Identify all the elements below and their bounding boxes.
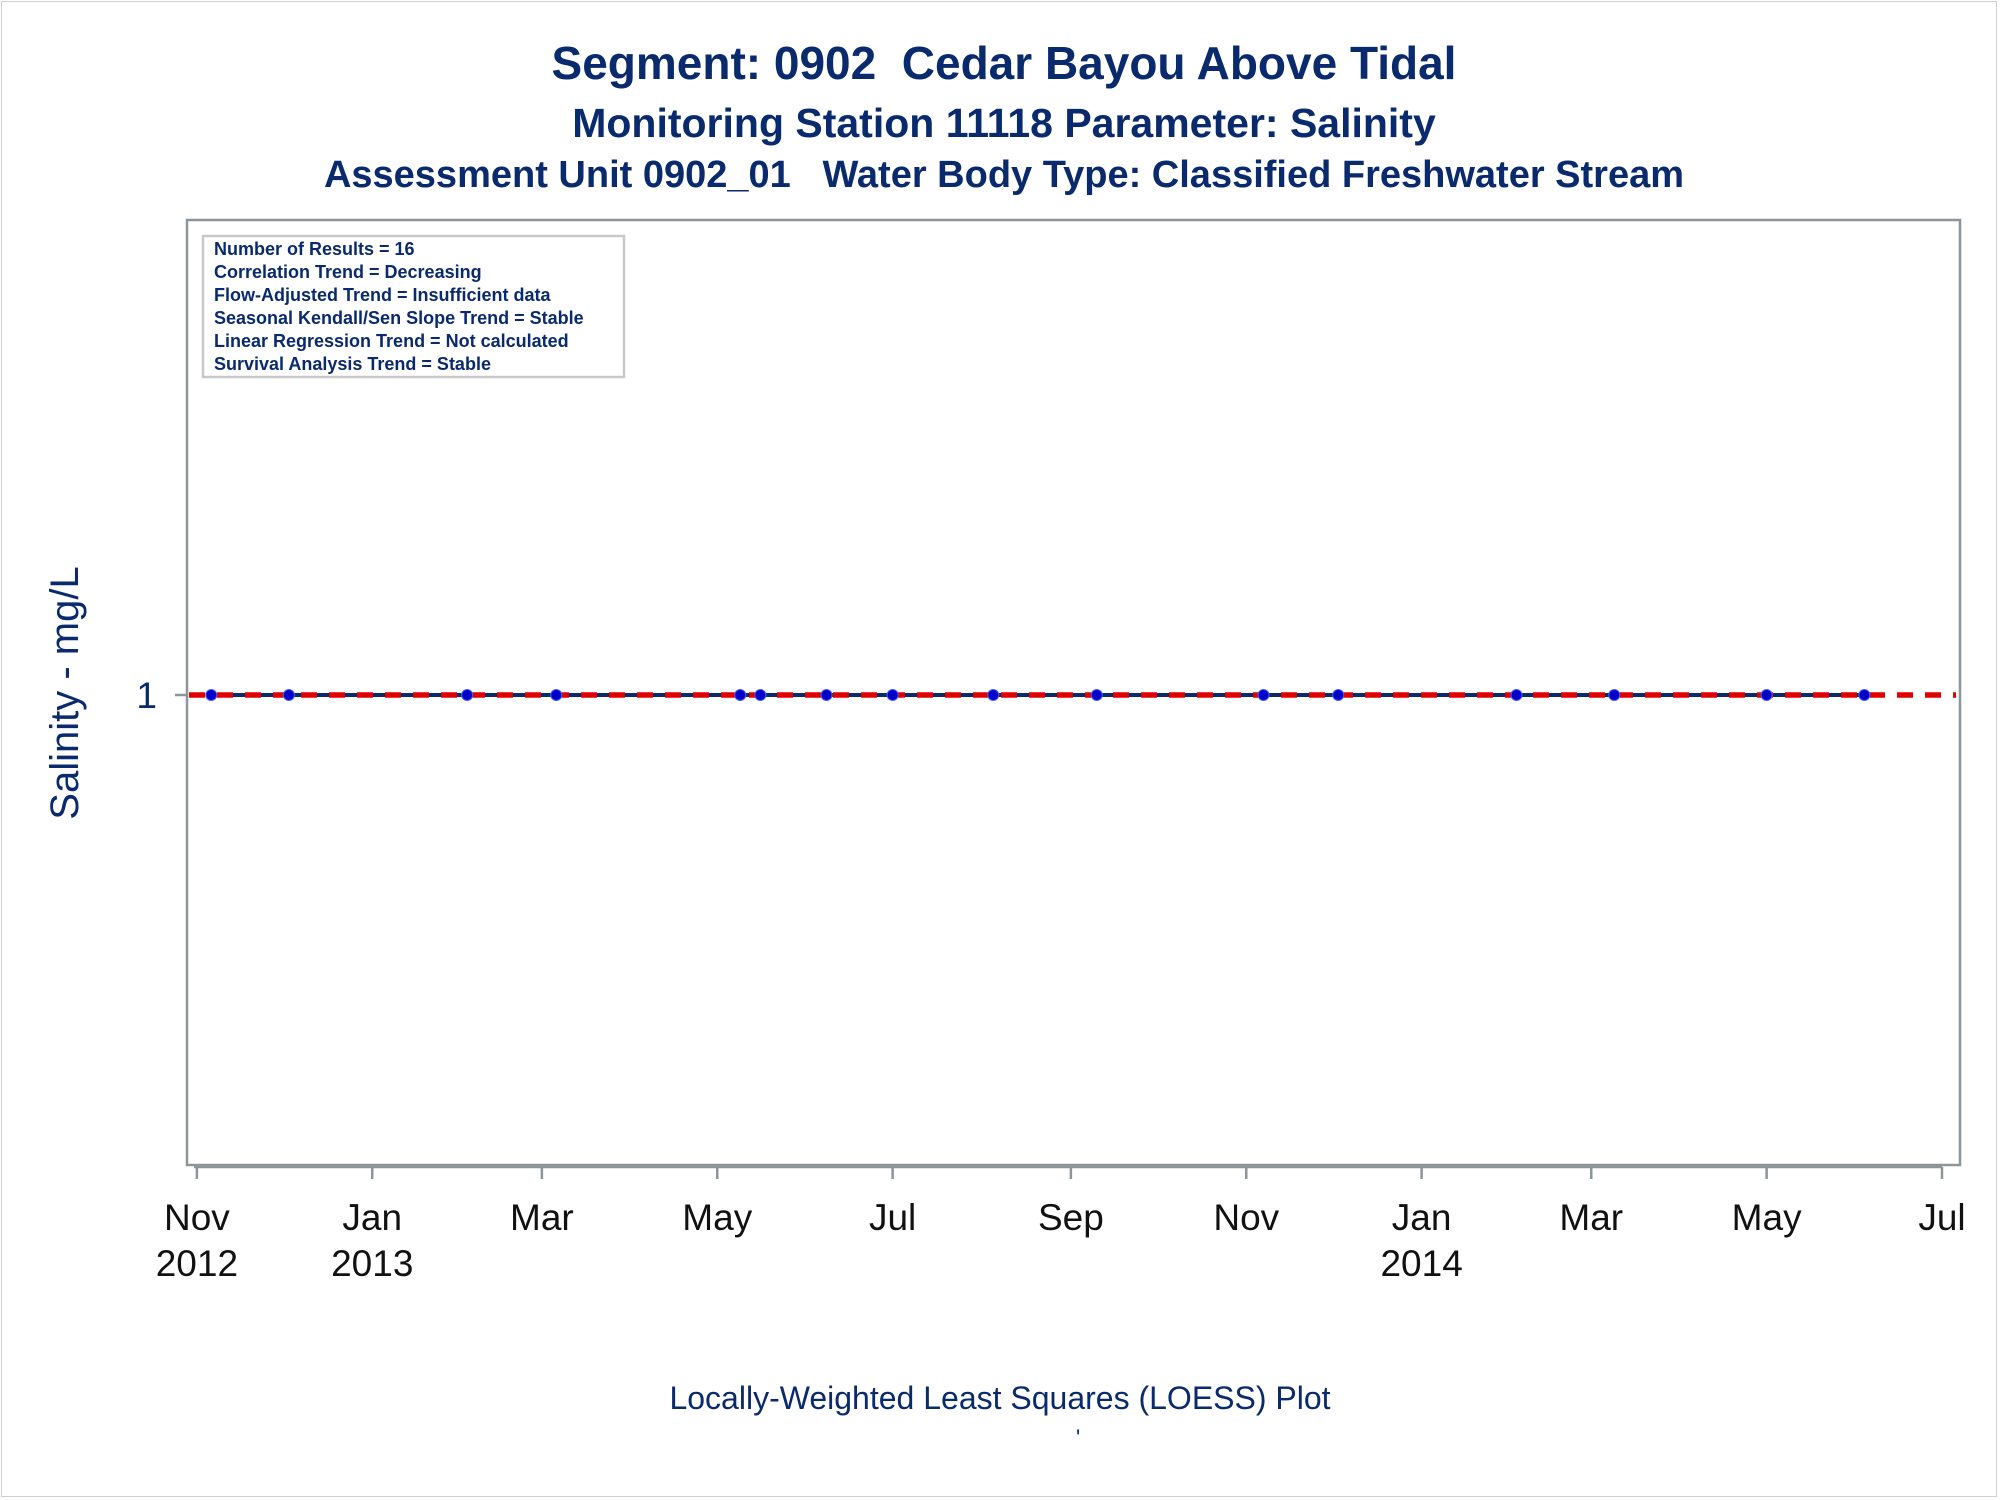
data-point [1858, 689, 1871, 701]
chart-subtitle-secondary: Assessment Unit 0902_01 Water Body Type:… [323, 154, 1685, 196]
legend-entry: Flow-Adjusted Trend = Insufficient data [214, 285, 552, 305]
data-point [1510, 689, 1523, 701]
data-point [820, 689, 833, 701]
legend-entry: Number of Results = 16 [214, 239, 415, 259]
x-tick-label: Nov [164, 1197, 230, 1238]
plot-area [185, 218, 1962, 1167]
legend-box [201, 234, 626, 379]
data-point [1090, 689, 1103, 701]
data-point [282, 689, 295, 701]
chart-subtitle: Monitoring Station 11118 Parameter: Sali… [572, 100, 1436, 146]
data-point [886, 689, 899, 701]
legend-entry: Linear Regression Trend = Not calculated [214, 331, 569, 351]
y-tick-label: 1 [136, 675, 157, 716]
x-tick-label: Jul [869, 1197, 916, 1238]
footnote-mark: ' [1076, 1425, 1081, 1450]
legend-entry: Correlation Trend = Decreasing [214, 262, 482, 282]
y-axis-label: Salinity - mg/L [43, 566, 87, 819]
chart-title: Segment: 0902 Cedar Bayou Above Tidal [551, 37, 1457, 89]
data-point [1760, 689, 1773, 701]
x-tick-label: Jul [1918, 1197, 1965, 1238]
x-tick-label: Sep [1038, 1197, 1104, 1238]
data-point [987, 689, 1000, 701]
data-point [205, 689, 218, 701]
x-tick-label: Jan [342, 1197, 402, 1238]
legend-entry: Seasonal Kendall/Sen Slope Trend = Stabl… [214, 308, 584, 328]
x-tick-label: Mar [510, 1197, 574, 1238]
x-tick-label: Nov [1213, 1197, 1279, 1238]
data-point [1608, 689, 1621, 701]
data-point [461, 689, 474, 701]
x-tick-label-year: 2014 [1380, 1243, 1462, 1284]
data-point [1257, 689, 1270, 701]
x-tick-label-year: 2013 [331, 1243, 413, 1284]
x-tick-label: Mar [1559, 1197, 1623, 1238]
data-point [550, 689, 563, 701]
x-tick-label: May [1732, 1197, 1802, 1238]
legend-entry: Survival Analysis Trend = Stable [214, 354, 491, 374]
data-point [754, 689, 767, 701]
data-point [734, 689, 747, 701]
x-tick-label: Jan [1392, 1197, 1452, 1238]
x-tick-label: May [682, 1197, 752, 1238]
chart-footnote: Locally-Weighted Least Squares (LOESS) P… [669, 1380, 1331, 1416]
data-point [1332, 689, 1345, 701]
x-tick-label-year: 2012 [156, 1243, 238, 1284]
